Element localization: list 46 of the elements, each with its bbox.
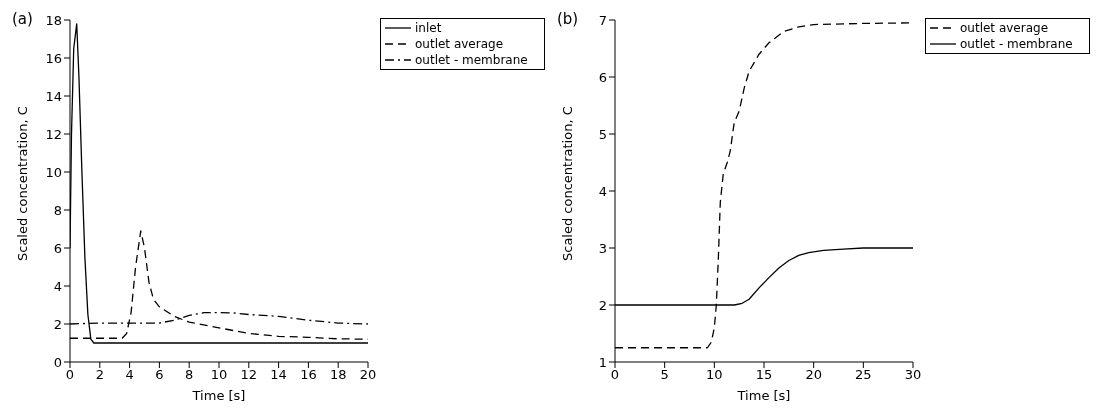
y-tick-label: 2 [598, 297, 607, 313]
legend-label: outlet - membrane [415, 52, 528, 68]
chart-title: (a) [12, 10, 33, 28]
x-tick-label: 6 [155, 367, 164, 383]
x-tick-label: 10 [706, 367, 723, 383]
y-tick-label: 1 [598, 354, 607, 370]
x-tick-label: 4 [125, 367, 134, 383]
x-tick-label: 30 [904, 367, 922, 383]
legend-label: inlet [415, 20, 442, 36]
y-tick-label: 7 [598, 12, 607, 28]
x-tick-label: 20 [359, 367, 377, 383]
x-tick-label: 16 [300, 367, 317, 383]
y-tick-label: 0 [53, 354, 62, 370]
y-tick-label: 6 [598, 69, 607, 85]
x-tick-label: 15 [755, 367, 773, 383]
legend-label: outlet average [960, 20, 1049, 36]
legend-label: outlet average [415, 36, 504, 52]
x-tick-label: 18 [329, 367, 347, 383]
y-tick-label: 10 [45, 164, 62, 180]
y-tick-label: 5 [598, 126, 607, 142]
y-tick-label: 12 [45, 126, 62, 142]
x-tick-label: 25 [855, 367, 872, 383]
y-axis-title: Scaled concentration, C [14, 106, 30, 261]
x-axis-title: Time [s] [736, 388, 791, 403]
y-tick-label: 6 [53, 240, 62, 256]
x-tick-label: 5 [660, 367, 669, 383]
y-tick-label: 4 [53, 278, 62, 294]
x-tick-label: 2 [95, 367, 104, 383]
x-tick-label: 14 [270, 367, 287, 383]
x-tick-label: 12 [240, 367, 258, 383]
chart-title: (b) [557, 10, 579, 28]
y-tick-label: 3 [598, 240, 607, 256]
x-tick-label: 0 [610, 367, 620, 383]
y-tick-label: 8 [53, 202, 62, 218]
y-tick-label: 18 [45, 12, 62, 28]
x-tick-label: 20 [805, 367, 822, 383]
y-tick-label: 2 [53, 316, 62, 332]
y-tick-label: 14 [45, 88, 62, 104]
x-tick-label: 10 [210, 367, 228, 383]
y-tick-label: 16 [45, 50, 62, 66]
x-tick-label: 0 [65, 367, 75, 383]
y-tick-label: 4 [598, 183, 607, 199]
x-axis-title: Time [s] [191, 388, 246, 403]
x-tick-label: 8 [185, 367, 194, 383]
legend-label: outlet - membrane [960, 36, 1073, 52]
y-axis-title: Scaled concentration, C [559, 106, 575, 261]
